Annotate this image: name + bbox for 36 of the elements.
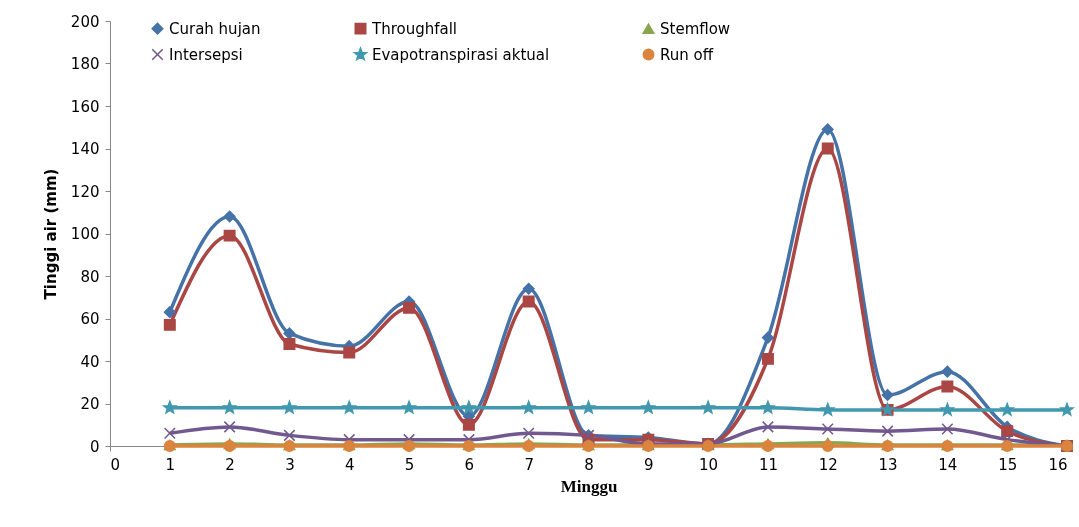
legend-label: Throughfall	[371, 19, 458, 38]
y-axis-title: Tinggi air (mm)	[41, 168, 60, 300]
y-tick-label: 180	[70, 55, 100, 73]
x-tick-label: 7	[524, 455, 534, 474]
y-tick-label: 120	[70, 182, 100, 201]
x-tick-label: 16	[1048, 455, 1068, 474]
x-tick-label: 11	[758, 455, 778, 474]
x-tick-label: 0	[110, 455, 121, 474]
x-tick-label: 13	[878, 455, 898, 474]
x-tick-label: 1	[165, 455, 176, 474]
y-tick-label: 60	[80, 310, 100, 328]
x-tick-label: 9	[644, 455, 654, 474]
x-tick-label: 6	[464, 455, 475, 474]
y-tick-label: 100	[70, 225, 100, 243]
y-tick-label: 200	[70, 12, 100, 31]
legend-label: Evapotranspirasi aktual	[372, 45, 550, 64]
x-tick-label: 14	[938, 455, 958, 474]
x-tick-label: 2	[225, 455, 235, 474]
x-tick-label: 12	[818, 455, 838, 474]
legend-label: Run off	[660, 45, 714, 64]
x-tick-label: 15	[998, 455, 1018, 474]
y-tick-label: 40	[80, 352, 100, 371]
x-tick-label: 4	[344, 455, 355, 474]
y-tick-label: 20	[80, 395, 100, 413]
x-tick-label: 8	[584, 455, 594, 474]
legend-label: Stemflow	[660, 19, 731, 38]
x-tick-label: 10	[699, 455, 719, 474]
x-tick-label: 3	[285, 455, 295, 474]
legend-label: Intersepsi	[169, 45, 243, 64]
x-axis-title: Minggu	[560, 476, 618, 496]
y-tick-label: 160	[70, 97, 100, 116]
legend-label: Curah hujan	[169, 19, 261, 38]
y-tick-label: 80	[80, 267, 100, 286]
y-tick-label: 0	[89, 437, 100, 456]
y-tick-label: 140	[70, 140, 100, 158]
x-tick-label: 5	[404, 455, 415, 474]
